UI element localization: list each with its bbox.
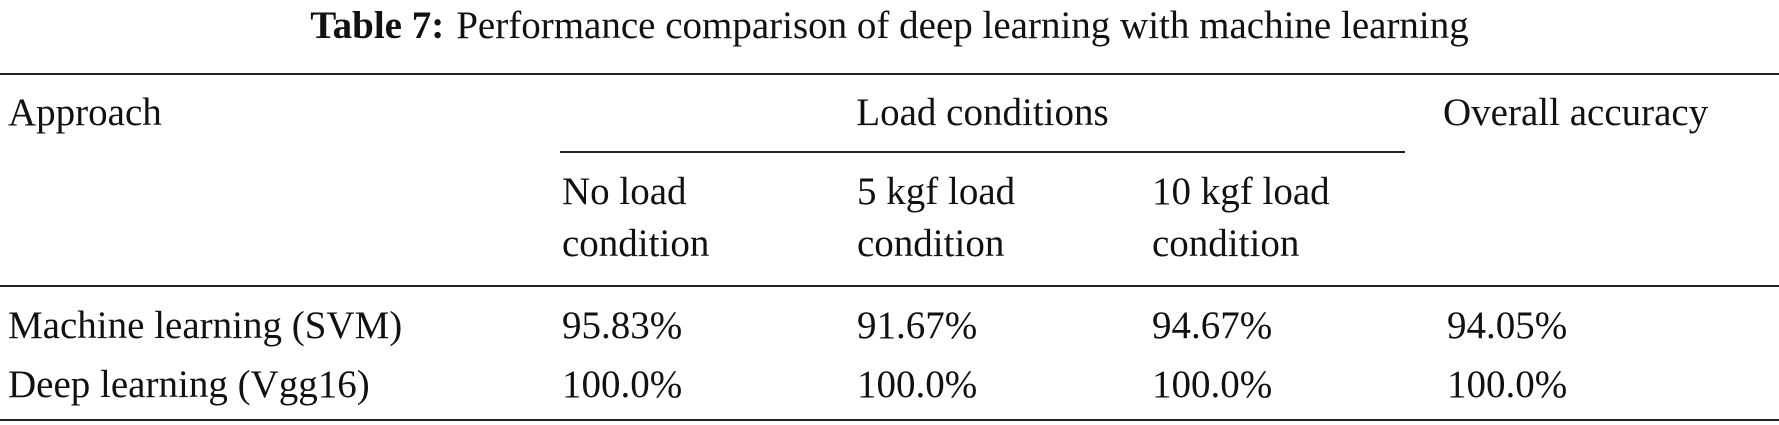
subheader-cell: 5 kgf load condition xyxy=(857,170,1016,265)
data-cell: 95.83% xyxy=(562,304,683,347)
data-cell: 100.0% xyxy=(1152,363,1273,406)
data-cell: 94.67% xyxy=(1152,304,1273,347)
table-caption: Table 7: Performance comparison of deep l… xyxy=(0,0,1779,52)
data-cell: 100.0% xyxy=(857,363,978,406)
data-cell: 94.05% xyxy=(1447,304,1568,347)
row-label: Deep learning (Vgg16) xyxy=(8,363,370,406)
header-cell: Approach xyxy=(8,91,162,134)
caption-label: Table 7: xyxy=(310,4,445,47)
subheader-cell: No load condition xyxy=(562,170,710,265)
row-label: Machine learning (SVM) xyxy=(8,304,403,347)
caption-text: Performance comparison of deep learning … xyxy=(456,4,1469,47)
data-cell: 100.0% xyxy=(1447,363,1568,406)
top-rule xyxy=(0,73,1779,75)
header-group: Load conditions xyxy=(856,91,1109,134)
mid-rule xyxy=(0,285,1779,287)
subheader-cell: 10 kgf load condition xyxy=(1152,170,1330,265)
data-cell: 91.67% xyxy=(857,304,978,347)
data-cell: 100.0% xyxy=(562,363,683,406)
group-rule xyxy=(560,151,1405,153)
bottom-rule xyxy=(0,419,1779,421)
header-cell: Overall accuracy xyxy=(1443,91,1709,134)
